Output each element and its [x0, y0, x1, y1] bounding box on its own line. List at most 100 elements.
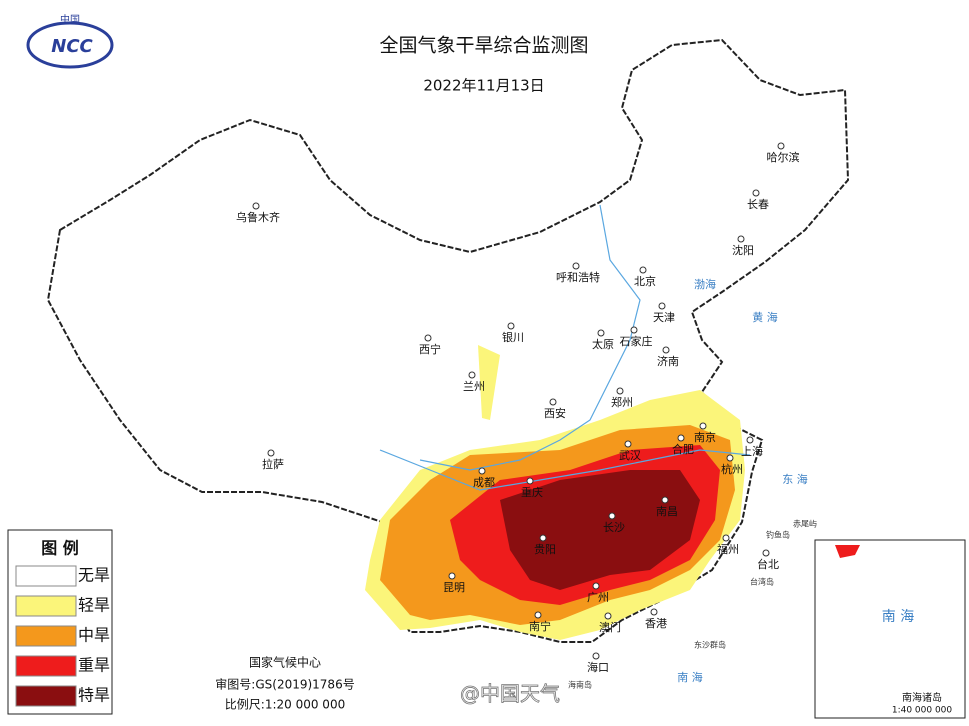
city-dot: [752, 189, 760, 197]
sea-label: 东 海: [782, 472, 808, 486]
city-dot: [658, 302, 666, 310]
legend-label: 重旱: [78, 656, 110, 675]
city-label: 兰州: [463, 380, 485, 393]
city-label: 银川: [502, 330, 524, 344]
city-dot: [699, 422, 707, 430]
city-label: 北京: [634, 274, 656, 288]
logo-ring: [26, 21, 114, 69]
city-label: 成都: [473, 476, 495, 489]
city-label: 呼和浩特: [556, 270, 600, 284]
city-label: 太原: [592, 338, 614, 351]
city-dot: [639, 266, 647, 274]
watermark: @中国天气: [460, 682, 560, 706]
city-label: 福州: [717, 542, 739, 556]
city-label: 西安: [544, 406, 566, 420]
city-label: 拉萨: [262, 457, 284, 471]
city-dot: [630, 326, 638, 334]
city-label: 济南: [657, 354, 679, 368]
sea-label: 海南岛: [568, 680, 592, 690]
sea-label: 钓鱼岛: [766, 530, 790, 540]
city-dot: [677, 434, 685, 442]
sea-label: 台湾岛: [750, 577, 774, 587]
title: 全国气象干旱综合监测图: [379, 35, 588, 57]
legend-swatch: [15, 565, 77, 587]
legend-swatch: [15, 625, 77, 647]
legend-swatch: [15, 655, 77, 677]
city-label: 石家庄: [620, 334, 653, 348]
city-label: 香港: [645, 617, 667, 630]
sea-label: 黄 海: [752, 310, 778, 324]
inset-sea: 南 海: [882, 609, 914, 625]
city-dot: [592, 582, 600, 590]
city-label: 合肥: [672, 442, 694, 456]
city-label: 天津: [653, 311, 675, 324]
legend-box: [7, 529, 113, 715]
logo-text: 中国: [60, 13, 80, 26]
legend-swatch: [15, 685, 77, 707]
city-label: 沈阳: [732, 243, 754, 257]
city-dot: [539, 534, 547, 542]
city-label: 哈尔滨: [767, 150, 800, 164]
legend-title: 图 例: [41, 539, 79, 558]
legend-label: 无旱: [78, 566, 110, 585]
legend-swatch: [15, 595, 77, 617]
legend-label: 中旱: [78, 626, 110, 645]
city-label: 重庆: [521, 485, 543, 499]
city-dot: [549, 398, 557, 406]
city-label: 广州: [587, 591, 609, 604]
city-dot: [267, 449, 275, 457]
city-dot: [726, 454, 734, 462]
footer-org: 国家气候中心: [249, 655, 321, 670]
inset-label: 南海诸岛: [902, 691, 942, 704]
logo-text: NCC: [51, 36, 93, 57]
inset-box: [814, 539, 966, 719]
city-label: 海口: [587, 660, 609, 674]
city-label: 西宁: [419, 342, 441, 356]
city-dot: [661, 496, 669, 504]
city-label: 长沙: [603, 521, 625, 534]
city-label: 乌鲁木齐: [236, 210, 280, 224]
city-label: 南昌: [656, 505, 678, 518]
city-dot: [252, 202, 260, 210]
legend-label: 轻旱: [78, 596, 110, 615]
city-dot: [777, 142, 785, 150]
city-dot: [722, 534, 730, 542]
city-dot: [507, 322, 515, 330]
sea-label: 东沙群岛: [694, 640, 726, 650]
city-label: 贵阳: [534, 543, 556, 556]
city-dot: [604, 612, 612, 620]
city-dot: [534, 611, 542, 619]
sea-label: 渤海: [694, 277, 716, 291]
city-dot: [597, 329, 605, 337]
city-label: 南京: [694, 430, 716, 444]
city-dot: [737, 235, 745, 243]
city-dot: [478, 467, 486, 475]
city-label: 武汉: [619, 449, 641, 462]
city-dot: [526, 477, 534, 485]
sea-label: 南 海: [677, 670, 703, 684]
drought-light: [478, 345, 500, 420]
footer-approval: 审图号:GS(2019)1786号: [215, 677, 354, 692]
sea-label: 赤尾屿: [793, 520, 817, 529]
river: [419, 204, 641, 471]
city-dot: [424, 334, 432, 342]
city-dot: [650, 608, 658, 616]
map-shapes: [7, 21, 966, 719]
city-label: 杭州: [721, 462, 743, 476]
city-label: 澳门: [599, 620, 621, 634]
city-label: 南宁: [529, 619, 551, 633]
city-dot: [572, 262, 580, 270]
city-dot: [616, 387, 624, 395]
date: 2022年11月13日: [423, 77, 544, 95]
city-label: 长春: [747, 198, 769, 211]
river: [379, 449, 751, 491]
city-label: 上海: [741, 444, 763, 458]
drought-extreme: [500, 470, 700, 590]
city-dot: [624, 440, 632, 448]
city-label: 昆明: [443, 581, 465, 594]
city-dot: [662, 346, 670, 354]
city-dot: [468, 371, 476, 379]
city-dot: [746, 436, 754, 444]
